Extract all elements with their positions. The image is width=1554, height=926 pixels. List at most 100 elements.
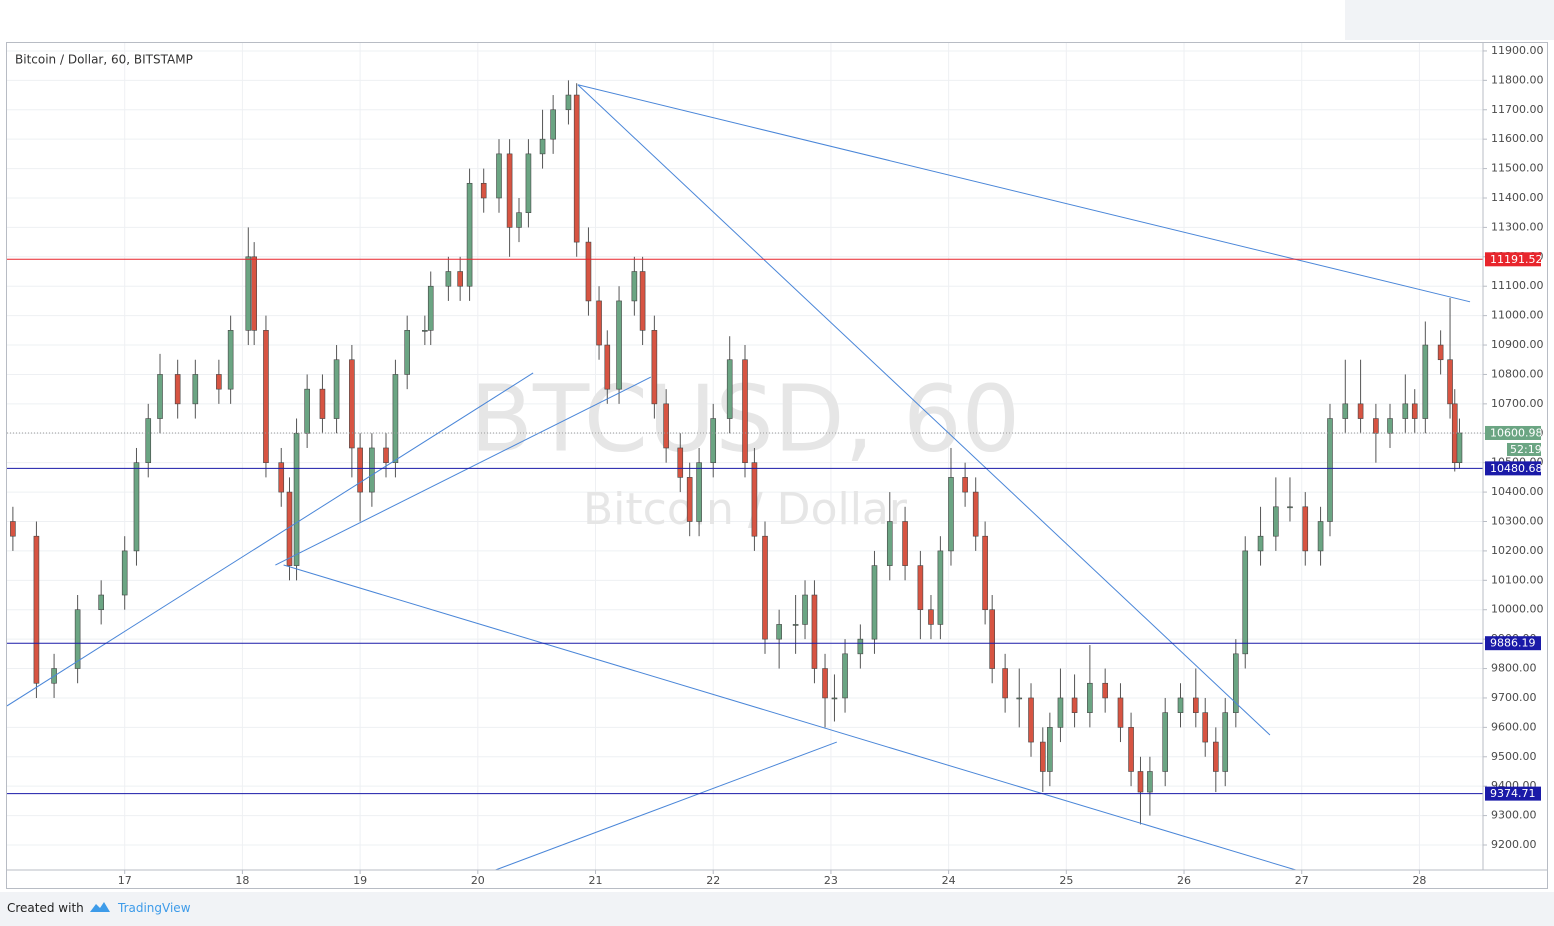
candle-body: [1016, 697, 1023, 700]
y-tick-label: 10200.00: [1491, 544, 1544, 557]
candle-body: [333, 359, 340, 419]
candle-body: [10, 521, 16, 537]
trend-line: [577, 84, 1271, 736]
candle-body: [989, 609, 995, 669]
y-tick-label: 10800.00: [1491, 367, 1544, 380]
x-tick-label: 24: [942, 874, 956, 887]
candle-body: [886, 521, 893, 566]
candle-body: [404, 330, 410, 375]
candle-body: [157, 374, 163, 419]
candle-body: [121, 550, 128, 596]
last-price-box: [1485, 425, 1541, 440]
candle-body: [604, 344, 611, 390]
footer-brand[interactable]: TradingView: [118, 901, 191, 915]
trend-line: [495, 741, 837, 870]
candle-body: [1222, 712, 1229, 772]
x-tick-label: 19: [353, 874, 367, 887]
candle-body: [466, 182, 473, 287]
candle-body: [539, 138, 546, 155]
candle-body: [1039, 741, 1046, 772]
y-tick-label: 10700.00: [1491, 397, 1544, 410]
candle-body: [145, 418, 152, 463]
level-label-box: [1485, 252, 1541, 267]
candle-body: [496, 153, 502, 199]
candle-body: [216, 374, 222, 390]
candle-body: [1373, 418, 1379, 434]
x-tick-label: 25: [1059, 874, 1073, 887]
candle-body: [227, 330, 234, 390]
candle-body: [822, 668, 828, 699]
logo: [90, 902, 110, 912]
y-tick-label: 11400.00: [1491, 191, 1544, 204]
y-tick-label: 9300.00: [1491, 809, 1537, 822]
candle-body: [1422, 344, 1429, 419]
candle-body: [304, 388, 310, 434]
candle-body: [762, 535, 768, 640]
y-tick-label: 9200.00: [1491, 838, 1537, 851]
candle-body: [710, 418, 717, 463]
candle-body: [516, 212, 522, 228]
candle-body: [525, 153, 532, 213]
y-tick-label: 9800.00: [1491, 662, 1537, 675]
level-label-box: [1485, 786, 1541, 801]
candle-body: [585, 241, 592, 302]
y-tick-label: 11600.00: [1491, 132, 1544, 145]
y-tick-label: 10900.00: [1491, 338, 1544, 351]
candle-body: [98, 594, 104, 611]
y-tick-label: 9500.00: [1491, 750, 1537, 763]
candle-body: [616, 300, 622, 390]
top-bar: [1345, 0, 1554, 40]
candle-body: [1137, 771, 1144, 793]
candle-body: [1071, 697, 1078, 713]
candle-body: [1102, 682, 1108, 699]
candle-body: [596, 300, 602, 346]
level-label: 10480.68: [1490, 462, 1543, 475]
candle-body: [1233, 653, 1239, 713]
candle-body: [1117, 697, 1124, 728]
candle-body: [1002, 668, 1008, 699]
candle-body: [871, 565, 878, 640]
candle-body: [286, 491, 293, 566]
x-tick-label: 28: [1412, 874, 1426, 887]
x-tick-label: 27: [1295, 874, 1309, 887]
y-tick-label: 11300.00: [1491, 220, 1544, 233]
candle-body: [1177, 697, 1184, 713]
candle-body: [696, 462, 702, 522]
x-tick-label: 26: [1177, 874, 1191, 887]
candle-body: [1437, 344, 1444, 361]
candle-body: [1411, 403, 1418, 419]
countdown-box: [1507, 442, 1541, 456]
candle-body: [726, 359, 733, 419]
footer-text: Created with: [7, 901, 84, 915]
candle-body: [1342, 403, 1349, 419]
y-tick-label: 9600.00: [1491, 720, 1537, 733]
candle-body: [972, 491, 979, 537]
chart-title: Bitcoin / Dollar, 60, BITSTAMP: [15, 53, 193, 67]
candle-body: [1402, 403, 1409, 419]
y-tick-label: 11100.00: [1491, 279, 1544, 292]
candle-body: [962, 477, 968, 493]
candle-body: [174, 374, 181, 405]
level-label: 9374.71: [1490, 787, 1536, 800]
candle-body: [1287, 506, 1293, 509]
y-tick-label: 9700.00: [1491, 691, 1537, 704]
x-tick-label: 21: [589, 874, 603, 887]
candle-body: [457, 271, 463, 287]
candle-body: [74, 609, 81, 669]
trend-line: [577, 84, 1471, 303]
countdown-label: 52:19: [1510, 443, 1542, 456]
candle-body: [663, 403, 669, 449]
candle-body: [245, 256, 252, 331]
candle-body: [1273, 506, 1279, 537]
last-price-label: 10600.98: [1490, 426, 1543, 439]
candle-body: [133, 462, 140, 552]
candle-body: [1456, 432, 1463, 463]
level-label: 11191.52: [1490, 253, 1543, 266]
candle-body: [677, 447, 684, 478]
y-tick-label: 11800.00: [1491, 73, 1544, 86]
candle-body: [506, 153, 513, 228]
candle-body: [1213, 741, 1219, 772]
candle-body: [917, 565, 924, 611]
y-tick-label: 10000.00: [1491, 603, 1544, 616]
